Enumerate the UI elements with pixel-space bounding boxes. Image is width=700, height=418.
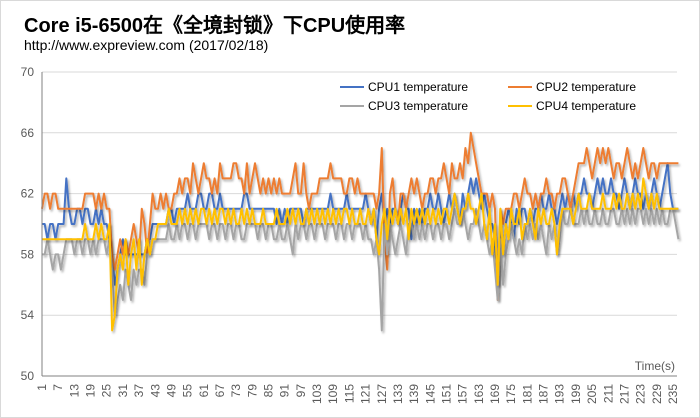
legend-label-cpu3: CPU3 temperature [368, 99, 468, 113]
legend-label-cpu2: CPU2 temperature [536, 80, 636, 94]
chart-title: Core i5-6500在《全境封锁》下CPU使用率 [24, 15, 406, 37]
x-tick-label: 127 [375, 384, 389, 404]
x-tick-label: 79 [245, 384, 259, 398]
x-tick-label: 91 [278, 384, 292, 398]
x-tick-label: 145 [423, 384, 437, 404]
series-line-cpu4 [42, 177, 679, 332]
x-tick-label: 85 [262, 384, 276, 398]
x-tick-label: 25 [100, 384, 114, 398]
y-tick-label: 70 [21, 65, 35, 79]
x-tick-label: 73 [229, 384, 243, 398]
series-line-cpu3 [42, 207, 680, 332]
x-tick-label: 55 [181, 384, 195, 398]
x-tick-label: 109 [326, 384, 340, 404]
x-axis-title: Time(s) [635, 359, 675, 373]
x-tick-label: 1 [35, 384, 49, 391]
legend-label-cpu1: CPU1 temperature [368, 80, 468, 94]
x-tick-label: 61 [197, 384, 211, 398]
x-tick-label: 43 [148, 384, 162, 398]
x-tick-label: 7 [51, 384, 65, 391]
y-tick-label: 58 [21, 247, 35, 261]
x-tick-label: 133 [391, 384, 405, 404]
x-tick-label: 31 [116, 384, 130, 398]
x-tick-label: 103 [310, 384, 324, 404]
x-tick-label: 13 [67, 384, 81, 398]
x-tick-label: 175 [504, 384, 518, 404]
y-tick-label: 54 [21, 308, 35, 322]
x-tick-label: 139 [407, 384, 421, 404]
x-tick-label: 121 [359, 384, 373, 404]
x-tick-label: 151 [439, 384, 453, 404]
x-tick-label: 163 [472, 384, 486, 404]
y-tick-label: 62 [21, 187, 35, 201]
x-tick-label: 193 [553, 384, 567, 404]
legend-label-cpu4: CPU4 temperature [536, 99, 636, 113]
x-tick-label: 217 [617, 384, 631, 404]
x-tick-label: 37 [132, 384, 146, 398]
x-tick-label: 115 [342, 384, 356, 403]
x-tick-label: 157 [456, 384, 470, 404]
x-tick-label: 235 [666, 384, 680, 404]
y-tick-label: 66 [21, 126, 35, 140]
x-tick-label: 199 [569, 384, 583, 404]
x-tick-label: 67 [213, 384, 227, 398]
x-tick-label: 169 [488, 384, 502, 404]
x-tick-label: 229 [650, 384, 664, 404]
y-tick-label: 50 [21, 369, 35, 383]
x-tick-label: 187 [537, 384, 551, 404]
x-tick-label: 205 [585, 384, 599, 404]
chart-subtitle: http://www.expreview.com (2017/02/18) [24, 37, 269, 53]
x-tick-label: 223 [634, 384, 648, 404]
x-tick-label: 97 [294, 384, 308, 398]
x-tick-label: 211 [601, 384, 615, 403]
x-tick-label: 49 [164, 384, 178, 398]
x-tick-label: 19 [84, 384, 98, 398]
x-tick-label: 181 [520, 384, 534, 404]
